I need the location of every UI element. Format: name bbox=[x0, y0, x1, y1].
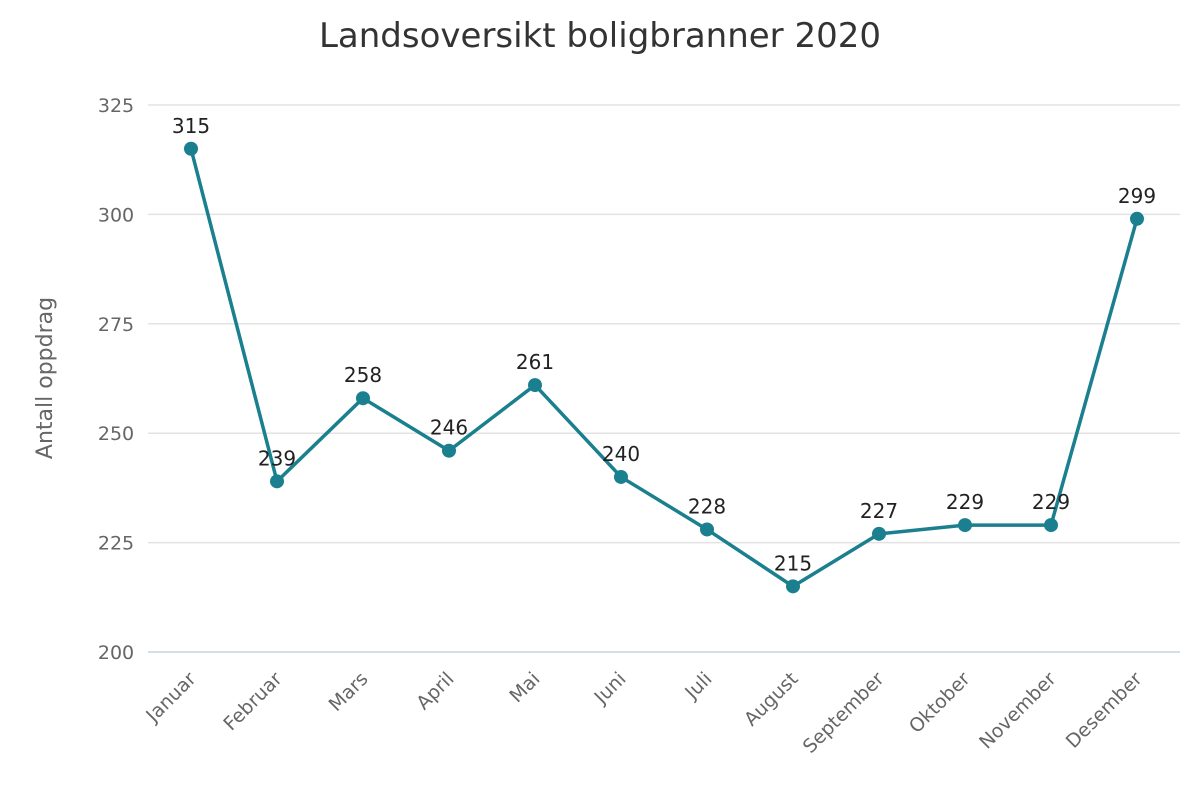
data-label: 315 bbox=[172, 114, 210, 138]
y-axis-label: Antall oppdrag bbox=[33, 297, 58, 459]
x-tick-label: Oktober bbox=[905, 668, 975, 738]
x-tick-label: Mai bbox=[505, 668, 544, 707]
data-point[interactable] bbox=[442, 443, 456, 458]
y-tick-label: 325 bbox=[98, 95, 134, 117]
y-tick-label: 300 bbox=[98, 204, 134, 226]
data-labels: 315 239 258 246 261 240 228 215 227 229 229 299 bbox=[172, 114, 1156, 576]
data-point[interactable] bbox=[700, 522, 714, 537]
x-tick-label: November bbox=[975, 668, 1061, 754]
data-point[interactable] bbox=[1130, 211, 1144, 226]
data-point[interactable] bbox=[1044, 518, 1058, 533]
data-label: 229 bbox=[1032, 490, 1070, 514]
data-label: 227 bbox=[860, 499, 898, 523]
data-point[interactable] bbox=[786, 579, 800, 594]
x-tick-label: Januar bbox=[141, 668, 200, 727]
chart-title: Landsoversikt boligbranner 2020 bbox=[319, 16, 881, 56]
x-tick-label: Juni bbox=[590, 668, 631, 709]
series-line bbox=[189, 147, 1139, 589]
data-label: 240 bbox=[602, 442, 640, 466]
x-axis-ticks: Januar Februar Mars April Mai Juni Juli AugustS… bbox=[141, 668, 1146, 758]
data-label: 261 bbox=[516, 350, 554, 374]
data-point[interactable] bbox=[184, 141, 198, 156]
series-group bbox=[184, 141, 1144, 594]
data-label: 239 bbox=[258, 446, 296, 470]
x-tick-label: Juli bbox=[680, 668, 716, 704]
y-tick-label: 225 bbox=[98, 533, 134, 555]
data-label: 215 bbox=[774, 551, 812, 575]
x-tick-label: Desember bbox=[1062, 668, 1147, 753]
data-point[interactable] bbox=[614, 469, 628, 484]
data-point[interactable] bbox=[958, 518, 972, 533]
x-tick-label: April bbox=[412, 668, 458, 714]
data-label: 246 bbox=[430, 416, 468, 440]
y-axis-ticks: 200 225 250 275 300 325 bbox=[98, 95, 134, 664]
data-point[interactable] bbox=[872, 526, 886, 541]
x-tick-label: Mars bbox=[325, 668, 373, 716]
x-tick-label: Februar bbox=[219, 668, 286, 735]
data-label: 258 bbox=[344, 363, 382, 387]
y-tick-label: 250 bbox=[98, 423, 134, 445]
data-label: 299 bbox=[1118, 184, 1156, 208]
y-tick-label: 275 bbox=[98, 314, 134, 336]
data-point[interactable] bbox=[270, 474, 284, 489]
data-label: 228 bbox=[688, 494, 726, 518]
data-point[interactable] bbox=[528, 378, 542, 393]
x-tick-label: August bbox=[740, 668, 803, 731]
data-point[interactable] bbox=[356, 391, 370, 406]
gridlines bbox=[148, 104, 1180, 653]
y-tick-label: 200 bbox=[98, 642, 134, 664]
x-tick-label: September bbox=[799, 668, 889, 758]
data-label: 229 bbox=[946, 490, 984, 514]
